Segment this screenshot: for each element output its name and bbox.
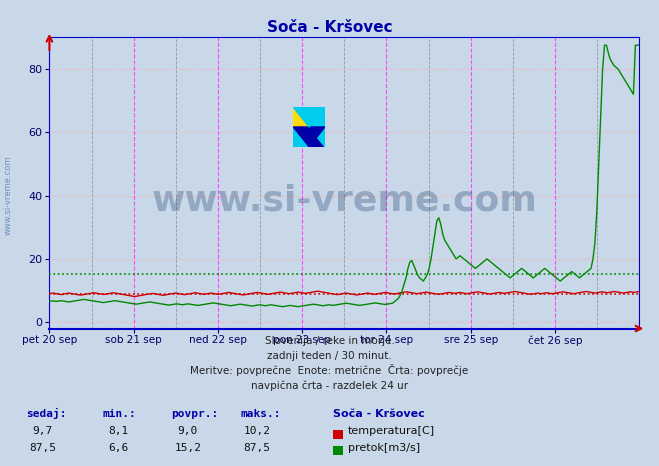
Polygon shape <box>293 107 309 127</box>
Bar <box>309 127 325 147</box>
Text: temperatura[C]: temperatura[C] <box>348 426 435 436</box>
Polygon shape <box>293 107 325 127</box>
Text: zadnji teden / 30 minut.: zadnji teden / 30 minut. <box>267 351 392 361</box>
Text: 9,7: 9,7 <box>33 426 53 436</box>
Text: 87,5: 87,5 <box>244 443 270 452</box>
Text: sedaj:: sedaj: <box>26 408 67 419</box>
Text: 8,1: 8,1 <box>109 426 129 436</box>
Bar <box>293 107 325 127</box>
Text: povpr.:: povpr.: <box>171 409 219 419</box>
Text: pretok[m3/s]: pretok[m3/s] <box>348 443 420 452</box>
Text: Soča - Kršovec: Soča - Kršovec <box>267 20 392 34</box>
Text: 10,2: 10,2 <box>244 426 270 436</box>
Text: 87,5: 87,5 <box>30 443 56 452</box>
Text: www.si-vreme.com: www.si-vreme.com <box>152 184 537 217</box>
Text: Slovenija / reke in morje.: Slovenija / reke in morje. <box>264 336 395 346</box>
Text: min.:: min.: <box>102 409 136 419</box>
Polygon shape <box>309 127 325 147</box>
Text: 6,6: 6,6 <box>109 443 129 452</box>
Polygon shape <box>293 127 309 147</box>
Text: maks.:: maks.: <box>241 409 281 419</box>
Text: Soča - Kršovec: Soča - Kršovec <box>333 409 424 419</box>
Polygon shape <box>293 107 309 127</box>
Text: 15,2: 15,2 <box>175 443 201 452</box>
Text: navpična črta - razdelek 24 ur: navpična črta - razdelek 24 ur <box>251 380 408 391</box>
Text: 9,0: 9,0 <box>178 426 198 436</box>
Polygon shape <box>293 127 325 147</box>
Polygon shape <box>309 107 325 127</box>
Text: Meritve: povprečne  Enote: metrične  Črta: povprečje: Meritve: povprečne Enote: metrične Črta:… <box>190 364 469 376</box>
Text: www.si-vreme.com: www.si-vreme.com <box>3 156 13 235</box>
